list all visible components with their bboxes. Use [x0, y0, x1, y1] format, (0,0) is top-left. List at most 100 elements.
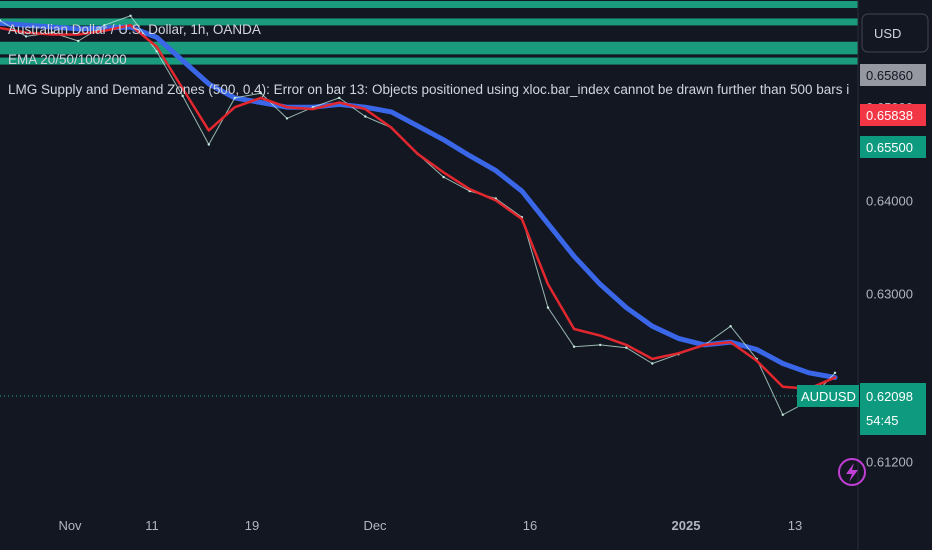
current-price-text: 0.62098 [866, 389, 913, 404]
x-tick-1: 11 [145, 518, 159, 533]
point-0-9 [233, 96, 236, 100]
lightning-icon[interactable] [838, 458, 866, 486]
point-2-18 [468, 154, 471, 157]
point-0-4 [103, 24, 106, 27]
point-0-3 [77, 39, 80, 43]
point-1-19 [495, 199, 497, 202]
point-2-6 [155, 36, 158, 39]
point-2-17 [442, 139, 445, 141]
point-0-8 [207, 143, 210, 146]
point-0-11 [285, 117, 289, 120]
point-2-8 [208, 83, 210, 85]
currency-label: USD [874, 26, 901, 41]
point-2-14 [364, 106, 367, 108]
point-0-1 [24, 35, 28, 38]
countdown-text: 54:45 [866, 413, 899, 428]
point-1-1 [25, 31, 27, 34]
x-tick-6: 13 [788, 518, 802, 533]
current-price-tag[interactable]: AUDUSD 0.62098 54:45 [797, 383, 926, 435]
point-1-16 [416, 153, 419, 155]
point-2-25 [651, 325, 654, 328]
point-1-25 [651, 358, 654, 360]
point-2-24 [625, 306, 628, 309]
point-0-14 [364, 115, 367, 118]
point-1-28 [729, 341, 732, 343]
point-1-2 [51, 33, 53, 36]
zone-band-0 [0, 1, 858, 8]
point-1-21 [547, 283, 549, 286]
point-2-7 [181, 59, 184, 62]
point-1-6 [155, 45, 158, 48]
point-0-23 [599, 343, 602, 347]
point-0-32 [833, 371, 837, 374]
point-1-14 [364, 108, 367, 110]
point-1-13 [338, 101, 341, 104]
point-0-24 [625, 346, 628, 349]
point-1-30 [782, 386, 784, 388]
point-2-2 [51, 26, 53, 28]
point-2-4 [103, 27, 106, 29]
y-tick-2: 0.63000 [866, 287, 913, 302]
indicator-ema[interactable]: EMA 20/50/100/200 [8, 52, 127, 67]
price-tag-red: 0.65838 [860, 104, 926, 126]
point-1-9 [234, 106, 236, 108]
price-tag-red-text: 0.65838 [866, 108, 913, 123]
point-2-1 [25, 24, 27, 27]
point-1-0 [0, 27, 1, 29]
point-0-13 [338, 96, 341, 100]
y-tick-3: 0.61200 [866, 454, 913, 469]
point-1-12 [312, 108, 314, 110]
point-0-0 [0, 19, 2, 22]
point-2-10 [260, 101, 262, 104]
point-2-22 [573, 255, 575, 258]
point-2-31 [808, 372, 810, 374]
price-tag-green-text: 0.65500 [866, 140, 913, 155]
point-2-20 [521, 190, 523, 192]
point-2-30 [782, 362, 784, 365]
point-2-29 [755, 348, 758, 351]
indicator-supply-demand[interactable]: LMG Supply and Demand Zones (500, 0.4): … [8, 82, 850, 97]
point-1-26 [677, 352, 680, 355]
currency-button[interactable]: USD [861, 13, 929, 53]
point-2-0 [0, 22, 1, 25]
supply-demand-zones [0, 1, 858, 65]
point-1-20 [521, 218, 523, 220]
point-1-23 [599, 334, 601, 337]
point-2-23 [599, 283, 601, 286]
point-0-5 [129, 14, 132, 17]
point-1-18 [468, 188, 471, 190]
point-1-8 [208, 129, 210, 132]
series-group [0, 14, 838, 416]
point-2-13 [338, 103, 341, 106]
point-1-5 [129, 24, 132, 27]
point-1-27 [703, 344, 706, 346]
point-0-10 [259, 92, 263, 95]
point-1-3 [77, 33, 80, 36]
point-2-26 [677, 337, 680, 340]
x-tick-5: 2025 [672, 518, 701, 533]
point-1-29 [755, 359, 758, 362]
point-0-30 [781, 413, 784, 416]
point-1-15 [390, 126, 393, 129]
series-ema-20 [0, 23, 837, 390]
zone-band-4 [0, 57, 858, 65]
point-2-16 [416, 125, 419, 127]
point-0-21 [546, 306, 550, 309]
point-1-7 [181, 87, 184, 90]
price-tag-gray: 0.65860 [860, 64, 926, 86]
zone-band-1 [0, 18, 858, 26]
price-tag-green: 0.65500 [860, 136, 926, 158]
x-tick-3: Dec [363, 518, 387, 533]
point-0-7 [181, 94, 184, 98]
symbol-tag-text: AUDUSD [801, 389, 856, 404]
point-1-17 [442, 171, 445, 174]
zone-band-3 [0, 47, 858, 55]
point-1-10 [260, 97, 262, 99]
point-2-15 [390, 111, 393, 113]
point-1-22 [573, 328, 575, 330]
price-tag-gray-text: 0.65860 [866, 68, 913, 83]
point-2-21 [547, 222, 549, 225]
point-1-11 [286, 106, 288, 108]
